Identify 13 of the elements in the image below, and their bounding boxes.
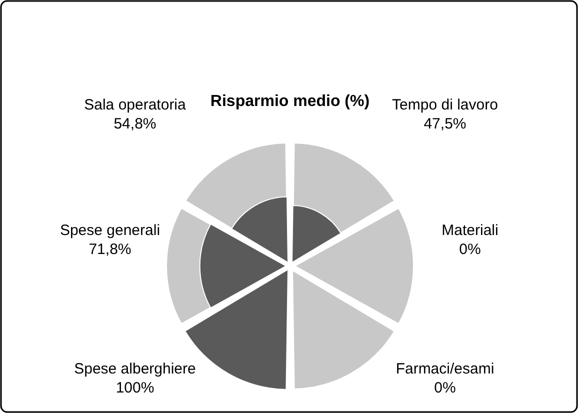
data-label: 71,8%: [88, 241, 132, 258]
category-label: Materiali: [442, 222, 498, 239]
category-label: Farmaci/esami: [396, 360, 494, 378]
data-label: 47,5%: [424, 115, 466, 132]
text: Risparmio medio (%): [210, 93, 370, 110]
data-label: 0%: [459, 241, 481, 258]
category-label: Sala operatoria: [84, 96, 187, 114]
category-label: Spese alberghiere: [74, 360, 196, 378]
category-label: Spese generali: [60, 222, 160, 239]
data-label: 54,8%: [114, 115, 156, 132]
data-label: 100%: [116, 380, 154, 397]
data-label: 0%: [434, 380, 456, 397]
category-label: Tempo di lavoro: [392, 96, 498, 114]
